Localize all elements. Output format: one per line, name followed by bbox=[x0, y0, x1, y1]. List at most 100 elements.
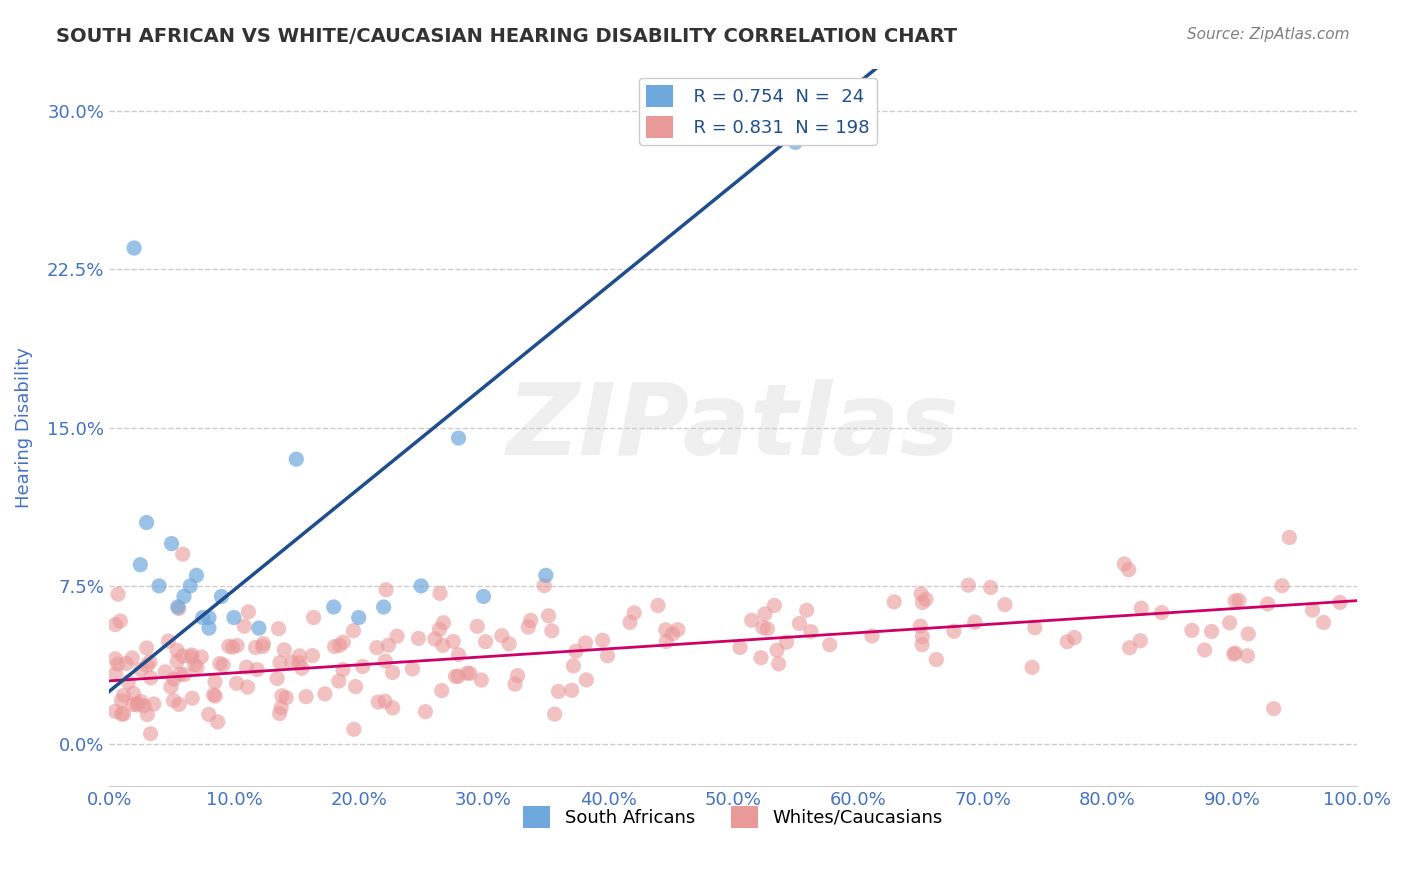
Point bbox=[302, 610, 325, 624]
Point bbox=[107, 587, 129, 601]
Point bbox=[233, 619, 256, 633]
Point bbox=[519, 614, 541, 628]
Point bbox=[432, 615, 454, 630]
Point bbox=[741, 613, 763, 627]
Point bbox=[270, 700, 292, 714]
Point bbox=[661, 626, 683, 640]
Point bbox=[766, 643, 789, 657]
Point bbox=[963, 615, 986, 629]
Point bbox=[285, 452, 308, 467]
Point bbox=[127, 698, 149, 712]
Point bbox=[763, 599, 786, 613]
Point bbox=[592, 633, 614, 648]
Point bbox=[104, 666, 127, 681]
Point bbox=[533, 579, 555, 593]
Point bbox=[1118, 640, 1140, 655]
Point bbox=[135, 640, 157, 655]
Point bbox=[756, 622, 779, 636]
Point bbox=[980, 581, 1002, 595]
Point bbox=[343, 723, 366, 737]
Point bbox=[942, 624, 965, 639]
Point bbox=[142, 697, 165, 711]
Point bbox=[1150, 606, 1173, 620]
Point bbox=[375, 582, 398, 597]
Point bbox=[447, 431, 470, 445]
Point bbox=[186, 660, 208, 674]
Point bbox=[1129, 633, 1152, 648]
Legend: South Africans, Whites/Caucasians: South Africans, Whites/Caucasians bbox=[516, 798, 950, 835]
Point bbox=[148, 579, 170, 593]
Point bbox=[409, 579, 432, 593]
Point bbox=[444, 669, 467, 683]
Point bbox=[112, 707, 135, 722]
Point bbox=[860, 629, 883, 643]
Point bbox=[291, 661, 314, 675]
Point bbox=[122, 686, 145, 700]
Point bbox=[911, 638, 934, 652]
Point bbox=[135, 516, 157, 530]
Text: ZIPatlas: ZIPatlas bbox=[506, 379, 960, 476]
Point bbox=[432, 639, 454, 653]
Point bbox=[332, 635, 354, 649]
Point bbox=[1223, 594, 1246, 608]
Point bbox=[768, 657, 790, 671]
Point bbox=[752, 621, 775, 635]
Point bbox=[110, 614, 132, 628]
Point bbox=[329, 638, 352, 652]
Point bbox=[134, 698, 156, 713]
Point bbox=[181, 691, 204, 706]
Point bbox=[910, 619, 932, 633]
Point bbox=[1219, 615, 1241, 630]
Point bbox=[1021, 660, 1043, 674]
Point bbox=[1181, 624, 1204, 638]
Point bbox=[112, 689, 135, 703]
Point bbox=[911, 630, 934, 644]
Point bbox=[342, 624, 364, 638]
Point bbox=[157, 634, 180, 648]
Point bbox=[458, 666, 481, 681]
Point bbox=[374, 694, 396, 708]
Point bbox=[295, 690, 318, 704]
Point bbox=[104, 617, 127, 632]
Point bbox=[728, 640, 751, 655]
Point bbox=[910, 587, 932, 601]
Point bbox=[1223, 647, 1246, 661]
Point bbox=[647, 599, 669, 613]
Point bbox=[107, 657, 129, 671]
Point bbox=[238, 605, 260, 619]
Point bbox=[785, 136, 807, 150]
Point bbox=[111, 706, 134, 721]
Point bbox=[619, 615, 641, 630]
Point bbox=[534, 568, 557, 582]
Point bbox=[503, 677, 526, 691]
Point bbox=[754, 607, 776, 621]
Point bbox=[883, 595, 905, 609]
Point bbox=[202, 688, 225, 702]
Point bbox=[204, 689, 226, 703]
Point bbox=[544, 707, 567, 722]
Point bbox=[160, 680, 183, 694]
Y-axis label: Hearing Disability: Hearing Disability bbox=[15, 347, 32, 508]
Point bbox=[381, 701, 404, 715]
Point bbox=[925, 652, 948, 666]
Point bbox=[172, 649, 194, 664]
Point bbox=[167, 601, 190, 615]
Point bbox=[183, 657, 205, 672]
Point bbox=[179, 579, 201, 593]
Point bbox=[1194, 643, 1216, 657]
Point bbox=[166, 599, 188, 614]
Point bbox=[374, 654, 396, 668]
Point bbox=[198, 621, 221, 635]
Point bbox=[139, 727, 162, 741]
Point bbox=[377, 638, 399, 652]
Point bbox=[115, 657, 138, 671]
Point bbox=[1329, 595, 1351, 609]
Point bbox=[1201, 624, 1223, 639]
Point bbox=[1257, 597, 1279, 611]
Point bbox=[347, 610, 370, 624]
Point bbox=[322, 599, 344, 614]
Point bbox=[915, 592, 938, 607]
Point bbox=[212, 657, 235, 672]
Point bbox=[198, 610, 221, 624]
Point bbox=[129, 558, 152, 572]
